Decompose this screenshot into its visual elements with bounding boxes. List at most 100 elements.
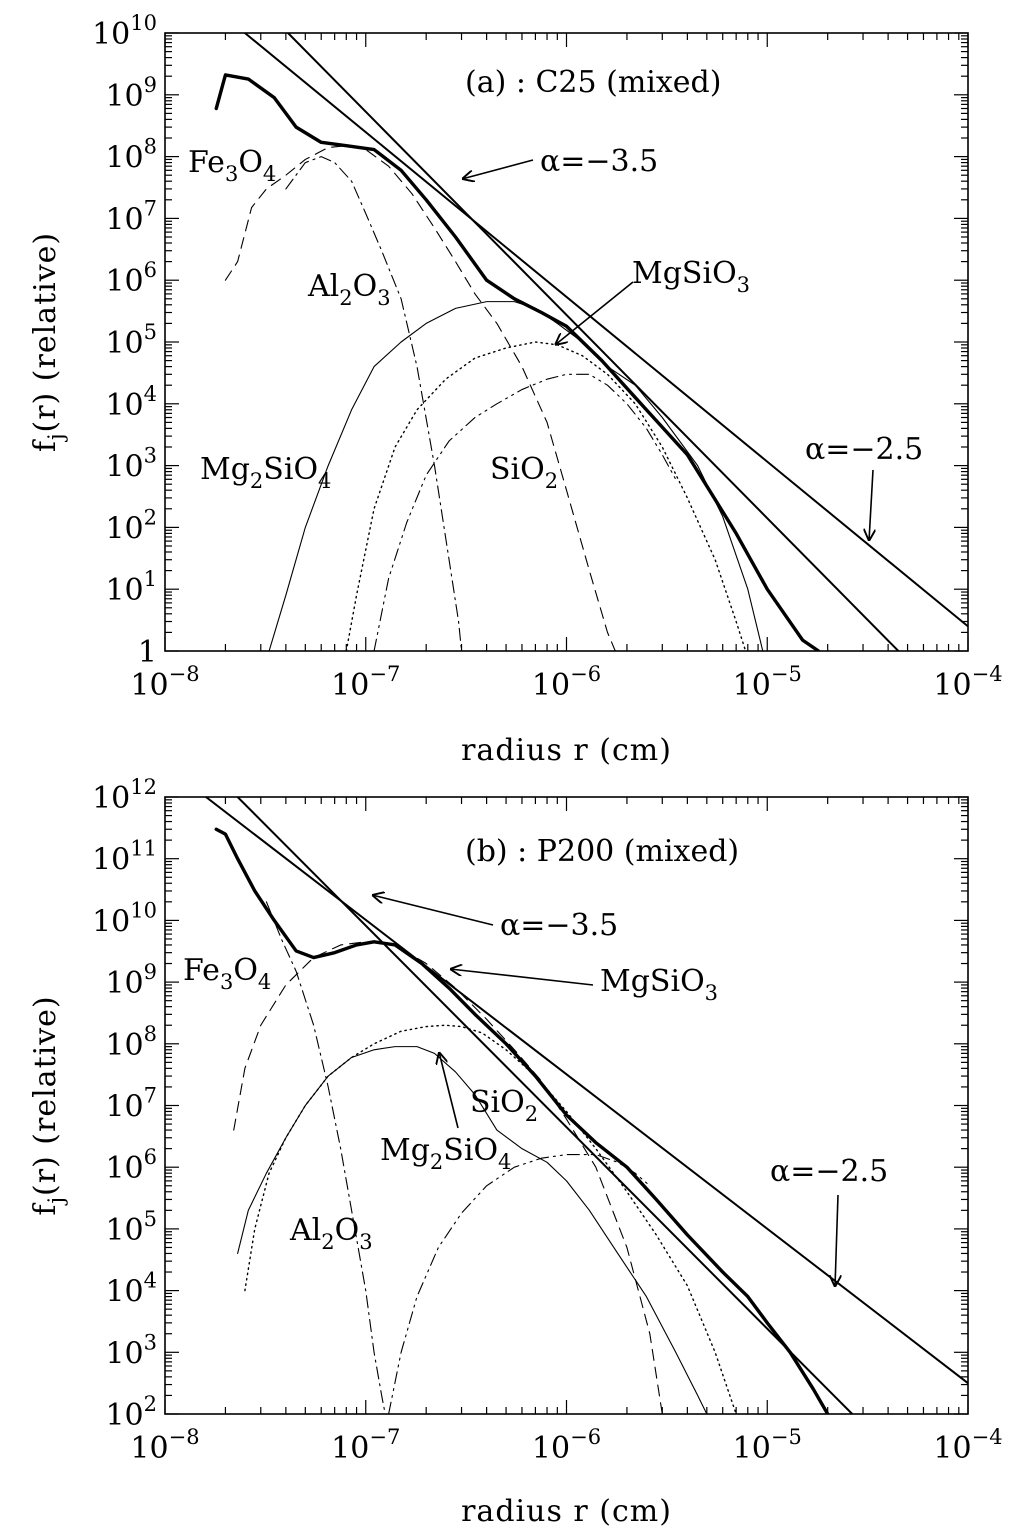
label-text: SiO [470,1085,525,1120]
label-fe3o4: Fe3O4 [188,145,276,186]
y-tick-base: 10 [105,141,143,176]
y-tick-base: 10 [105,450,143,485]
x-tick-label: 10−6 [532,662,601,703]
y-tick-base: 10 [105,1398,143,1433]
x-tick-exponent: −5 [771,662,802,686]
label-mgsio3: MgSiO3 [632,256,750,297]
x-tick-base: 10 [933,1431,971,1466]
series-mg2sio4-line [268,301,764,651]
y-tick-base: 10 [92,17,130,52]
y-tick-label: 109 [105,73,157,114]
y-tick-label: 109 [105,960,157,1001]
y-tick-exponent: 6 [144,258,157,282]
series-fe3o4-line [224,145,616,651]
y-tick-exponent: 9 [144,73,157,97]
plot-frame [164,32,969,652]
panel-title: (a) : C25 (mixed) [465,65,721,100]
series-25-line [204,797,968,1385]
label-al2o3: Al2O3 [289,1213,373,1254]
y-tick-base: 10 [105,511,143,546]
y-tick-label: 106 [105,258,157,299]
x-tick-label: 10−5 [733,662,802,703]
y-tick-base: 10 [105,388,143,423]
y-tick-exponent: 6 [144,1145,157,1169]
y-tick-base: 10 [105,1028,143,1063]
x-tick-exponent: −6 [570,662,601,686]
label-alpha25: α=−2.5 [770,1154,888,1189]
series-total-line [214,827,830,1414]
label-sio2: SiO2 [470,1085,538,1126]
y-tick-label: 106 [105,1145,157,1186]
y-tick-label: 1 [138,635,157,670]
label-alpha35: α=−3.5 [540,144,658,179]
y-tick-label: 108 [105,1022,157,1063]
x-tick-label: 10−4 [933,1425,1002,1466]
x-axis-title: radius r (cm) [461,733,672,768]
series-al2o3-line [265,901,386,1414]
y-tick-label: 1010 [92,898,157,939]
x-tick-base: 10 [733,1431,771,1466]
series-group [214,33,968,651]
alpha25-arrow [835,1194,838,1287]
series-sio2-line [388,1154,651,1414]
label-fe3o4: Fe3O4 [183,953,271,994]
label-subscript: 4 [318,469,331,493]
y-axis-title-sub: j [44,433,68,444]
label-subscript: 3 [705,981,718,1005]
series-25-line [243,33,968,628]
y-tick-label: 102 [105,1392,157,1433]
y-tick-exponent: 5 [144,320,157,344]
y-tick-label: 1012 [92,775,157,816]
y-axis-title-rest: (r) (relative) [28,232,63,433]
y-tick-exponent: 4 [144,1269,157,1293]
alpha35-arrow [462,159,534,179]
label-subscript: 4 [498,1150,511,1174]
y-tick-label: 102 [105,505,157,546]
x-tick-exponent: −6 [570,1425,601,1449]
series-sio2-line [373,373,677,651]
y-axis-title: fj(r) (relative) [28,995,68,1215]
x-tick-base: 10 [130,668,168,703]
panel-title: (b) : P200 (mixed) [465,834,739,869]
y-tick-base: 10 [92,904,130,939]
label-subscript: 2 [321,1230,334,1254]
label-mg2sio4: Mg2SiO4 [200,452,331,493]
y-tick-exponent: 11 [130,837,157,861]
label-subscript: 2 [545,469,558,493]
series-35-line [287,33,900,651]
y-tick-base: 10 [105,79,143,114]
x-axis-title: radius r (cm) [461,1494,672,1529]
y-tick-label: 1011 [92,837,157,878]
label-subscript: 3 [737,273,750,297]
y-tick-base: 10 [105,1151,143,1186]
y-tick-label: 105 [105,320,157,361]
y-tick-base: 10 [105,1336,143,1371]
y-tick-label: 101 [105,567,157,608]
label-subscript: 3 [225,162,238,186]
label-text: Mg [200,452,250,487]
x-tick-label: 10−6 [532,1425,601,1466]
y-tick-base: 10 [105,966,143,1001]
label-text: MgSiO [600,964,705,999]
y-tick-exponent: 2 [144,505,157,529]
label-text: Al [307,269,339,304]
label-subscript: 2 [250,469,263,493]
label-mg2sio4: Mg2SiO4 [380,1133,511,1174]
y-tick-label: 107 [105,196,157,237]
label-alpha35: α=−3.5 [500,908,618,943]
x-tick-exponent: −8 [169,662,200,686]
y-axis-title: fj(r) (relative) [28,232,68,452]
x-tick-label: 10−8 [130,1425,199,1466]
label-subscript: 3 [220,970,233,994]
y-tick-exponent: 4 [144,382,157,406]
x-tick-label: 10−8 [130,662,199,703]
x-tick-base: 10 [733,668,771,703]
y-tick-base: 10 [105,573,143,608]
label-subscript: 4 [263,162,276,186]
label-sio2: SiO2 [490,452,558,493]
y-tick-exponent: 7 [144,1084,157,1108]
y-tick-label: 107 [105,1084,157,1125]
y-tick-exponent: 10 [130,898,157,922]
series-al2o3-line [285,156,463,651]
